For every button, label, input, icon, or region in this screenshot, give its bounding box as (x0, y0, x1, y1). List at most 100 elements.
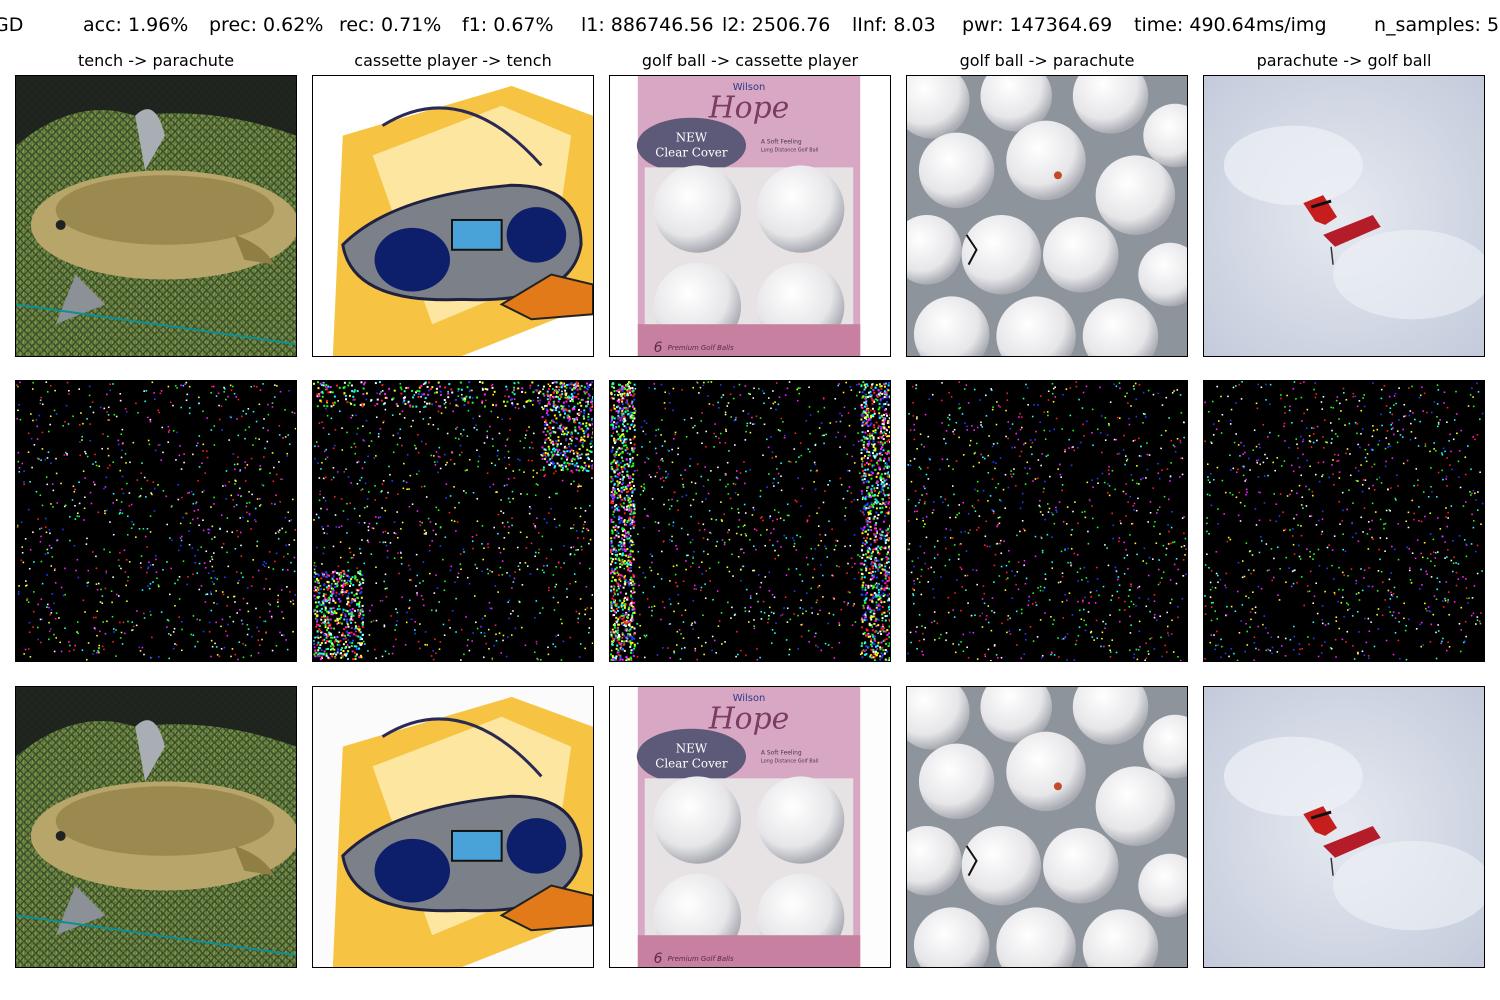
noise-pixel (92, 411, 95, 414)
noise-pixel (149, 583, 152, 585)
noise-pixel (763, 402, 765, 405)
noise-pixel (550, 451, 553, 454)
noise-pixel (541, 607, 544, 609)
noise-pixel (583, 386, 586, 389)
noise-pixel (764, 544, 766, 547)
noise-pixel (53, 569, 56, 571)
noise-pixel (737, 493, 739, 496)
noise-pixel (619, 383, 622, 386)
noise-pixel (393, 557, 396, 559)
noise-pixel (725, 428, 727, 431)
noise-pixel (557, 439, 560, 442)
noise-pixel (627, 613, 630, 616)
noise-pixel (616, 405, 619, 408)
noise-pixel (323, 650, 326, 653)
noise-pixel (31, 466, 33, 469)
noise-pixel (84, 496, 86, 499)
noise-pixel (329, 633, 332, 635)
noise-pixel (54, 568, 56, 570)
noise-pixel (344, 626, 347, 629)
noise-pixel (321, 600, 324, 603)
noise-pixel (571, 457, 574, 460)
noise-pixel (93, 650, 95, 652)
noise-pixel (577, 457, 580, 460)
noise-pixel (613, 471, 616, 474)
noise-pixel (773, 485, 775, 487)
noise-pixel (492, 393, 495, 396)
noise-pixel (274, 532, 277, 535)
noise-pixel (728, 529, 730, 531)
noise-pixel (119, 509, 122, 511)
noise-pixel (824, 642, 827, 645)
noise-pixel (866, 404, 869, 407)
noise-pixel (580, 404, 583, 407)
noise-pixel (506, 521, 509, 524)
noise-pixel (628, 453, 631, 456)
noise-pixel (613, 585, 615, 587)
noise-pixel (623, 582, 626, 585)
noise-pixel (236, 418, 238, 420)
noise-pixel (197, 508, 200, 511)
noise-pixel (366, 505, 369, 508)
noise-pixel (677, 602, 680, 605)
noise-pixel (560, 464, 563, 467)
noise-pixel (680, 633, 682, 635)
noise-pixel (888, 592, 890, 595)
noise-pixel (316, 643, 319, 646)
noise-pixel (284, 409, 286, 411)
noise-pixel (517, 615, 519, 617)
noise-pixel (564, 385, 566, 388)
noise-pixel (785, 574, 788, 577)
noise-pixel (341, 632, 344, 635)
noise-pixel (121, 443, 124, 445)
noise-pixel (668, 508, 671, 510)
noise-pixel (625, 438, 628, 441)
noise-pixel (314, 612, 317, 615)
noise-pixel (610, 589, 612, 592)
noise-pixel (323, 404, 326, 407)
noise-pixel (68, 650, 71, 653)
noise-pixel (369, 609, 371, 612)
noise-pixel (210, 392, 212, 394)
noise-pixel (626, 561, 629, 564)
noise-pixel (630, 539, 633, 542)
noise-pixel (613, 390, 616, 393)
noise-pixel (397, 552, 399, 554)
noise-pixel (41, 431, 44, 434)
noise-pixel (355, 645, 358, 648)
noise-pixel (780, 614, 782, 617)
noise-pixel (849, 386, 852, 388)
noise-pixel (313, 519, 315, 521)
noise-pixel (314, 655, 317, 658)
noise-pixel (613, 624, 616, 627)
noise-pixel (174, 582, 176, 585)
noise-pixel (71, 499, 74, 501)
noise-pixel (848, 424, 851, 427)
noise-pixel (616, 644, 619, 647)
noise-pixel (72, 415, 74, 418)
noise-pixel (592, 431, 593, 434)
noise-pixel (611, 558, 614, 561)
noise-pixel (885, 501, 888, 504)
noise-pixel (359, 552, 362, 555)
noise-pixel (623, 577, 626, 580)
column-title: parachute -> golf ball (1256, 51, 1432, 70)
noise-pixel (532, 469, 535, 472)
noise-pixel (760, 610, 763, 613)
noise-pixel (348, 394, 351, 397)
noise-pixel (384, 509, 386, 512)
noise-pixel (322, 528, 325, 530)
noise-pixel (569, 400, 572, 403)
noise-pixel (184, 383, 187, 385)
noise-pixel (556, 405, 559, 408)
noise-pixel (509, 501, 511, 503)
noise-pixel (488, 601, 491, 604)
noise-pixel (257, 639, 260, 641)
noise-pixel (736, 470, 738, 472)
noise-pixel (852, 605, 855, 607)
noise-pixel (349, 502, 351, 505)
noise-pixel (738, 383, 741, 386)
noise-pixel (205, 450, 208, 452)
noise-pixel (369, 432, 371, 434)
noise-pixel (82, 422, 84, 425)
